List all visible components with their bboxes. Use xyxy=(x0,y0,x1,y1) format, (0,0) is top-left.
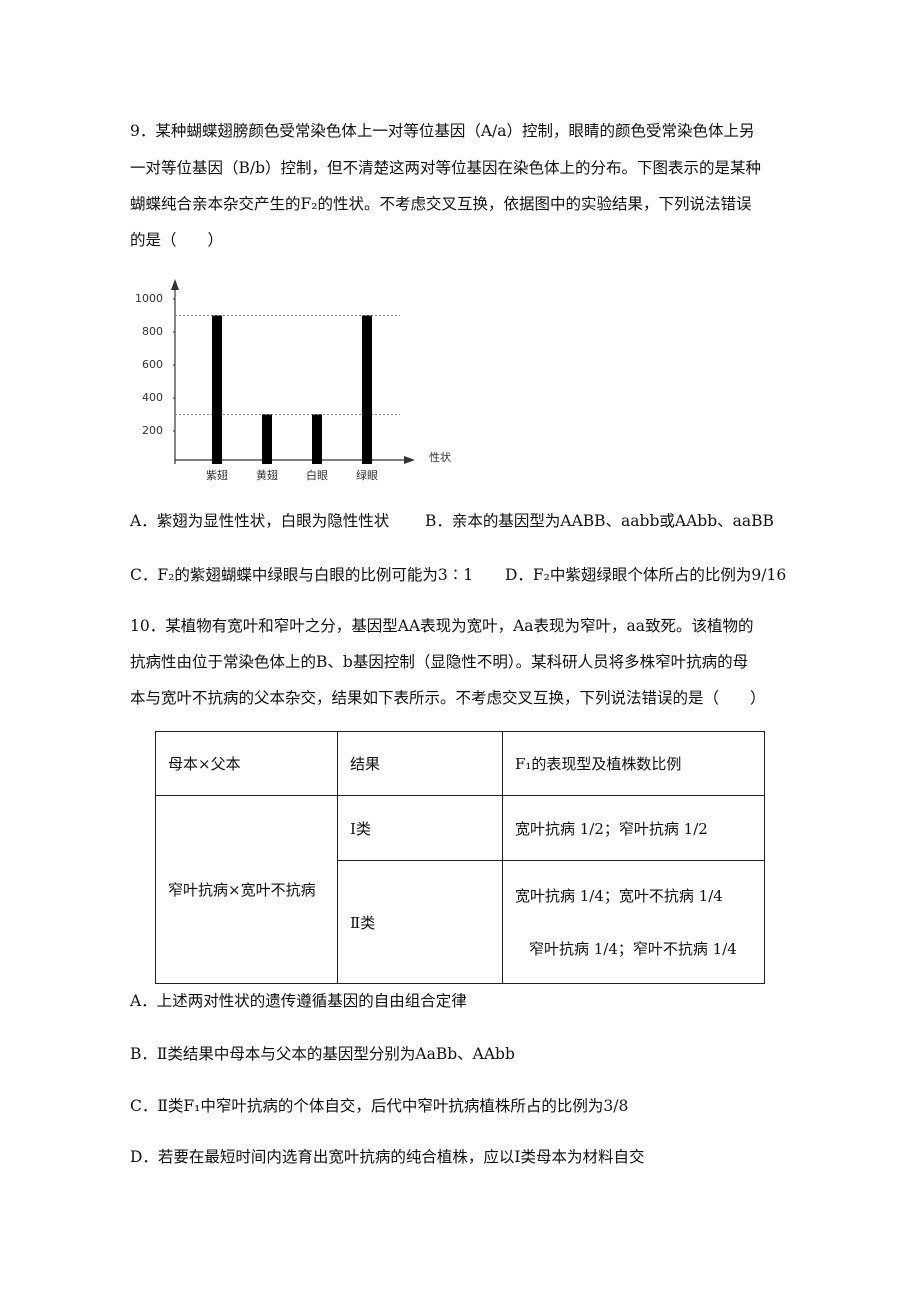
stem-line: 的是（ ） xyxy=(130,231,224,249)
option: A．紫翅为显性性状，白眼为隐性性状 xyxy=(130,512,390,530)
ratio: 窄叶抗病 1/4；窄叶不抗病 1/4 xyxy=(529,940,737,958)
x-axis-label: 性状 xyxy=(429,450,451,464)
ratio: 宽叶抗病 1/2；窄叶抗病 1/2 xyxy=(515,819,708,838)
header-cell: 结果 xyxy=(337,731,503,796)
bar xyxy=(262,414,272,464)
stem-line: 蝴蝶纯合亲本杂交产生的F₂的性状。不考虑交叉互换，依据图中的实验结果，下列说法错… xyxy=(130,195,752,213)
stem-line: 10．某植物有宽叶和窄叶之分，基因型AA表现为宽叶，Aa表现为窄叶，aa致死。该… xyxy=(130,617,754,635)
y-tick-label: 200 xyxy=(142,424,163,437)
y-arrow xyxy=(171,279,179,290)
option: B．Ⅱ类结果中母本与父本的基因型分别为AaBb、AAbb xyxy=(130,1045,515,1063)
ratio: 宽叶抗病 1/4；宽叶不抗病 1/4 xyxy=(515,887,723,905)
chart: 性状 200 400 600 800 1000 紫翅 黄翅 白眼 绿眼 xyxy=(135,279,451,482)
result-cell: Ⅱ类 xyxy=(337,860,503,984)
bar xyxy=(212,315,222,464)
result-table: 母本×父本 结果 F₁的表现型及植株数比例 窄叶抗病×宽叶不抗病 Ⅰ类 宽叶抗病… xyxy=(155,731,765,984)
y-tick-label: 1000 xyxy=(135,292,163,305)
ratio-cell: 宽叶抗病 1/2；窄叶抗病 1/2 xyxy=(502,795,765,861)
stem-line: 9．某种蝴蝶翅膀颜色受常染色体上一对等位基因（A/a）控制，眼睛的颜色受常染色体… xyxy=(130,122,755,140)
option: A．上述两对性状的遗传遵循基因的自由组合定律 xyxy=(130,992,467,1010)
ratio-cell: 宽叶抗病 1/4；宽叶不抗病 1/4 窄叶抗病 1/4；窄叶不抗病 1/4 xyxy=(502,860,765,984)
option: B．亲本的基因型为AABB、aabb或AAbb、aaBB xyxy=(425,512,774,530)
header-cell: F₁的表现型及植株数比例 xyxy=(502,731,765,796)
x-tick-label: 白眼 xyxy=(306,468,328,482)
option: D．F₂中紫翅绿眼个体所占的比例为9/16 xyxy=(505,566,787,584)
y-tick-label: 600 xyxy=(142,358,163,371)
y-tick-label: 400 xyxy=(142,391,163,404)
bar xyxy=(362,315,372,464)
x-tick-label: 黄翅 xyxy=(256,468,278,482)
stem-line: 一对等位基因（B/b）控制，但不清楚这两对等位基因在染色体上的分布。下图表示的是… xyxy=(130,159,762,177)
result-cell: Ⅰ类 xyxy=(337,795,503,861)
x-tick-label: 紫翅 xyxy=(206,468,228,482)
option: C．F₂的紫翅蝴蝶中绿眼与白眼的比例可能为3∶1 xyxy=(130,566,474,584)
x-arrow xyxy=(404,456,415,464)
cross-cell: 窄叶抗病×宽叶不抗病 xyxy=(155,795,338,984)
option: D．若要在最短时间内选育出宽叶抗病的纯合植株，应以Ⅰ类母本为材料自交 xyxy=(130,1148,645,1166)
x-tick-label: 绿眼 xyxy=(356,468,378,482)
y-tick-label: 800 xyxy=(142,325,163,338)
header-cell: 母本×父本 xyxy=(155,731,338,796)
stem-line: 本与宽叶不抗病的父本杂交，结果如下表所示。不考虑交叉互换，下列说法错误的是（ ） xyxy=(130,689,766,707)
bar xyxy=(312,414,322,464)
stem-line: 抗病性由位于常染色体上的B、b基因控制（显隐性不明）。某科研人员将多株窄叶抗病的… xyxy=(130,653,749,671)
option: C．Ⅱ类F₁中窄叶抗病的个体自交，后代中窄叶抗病植株所占的比例为3/8 xyxy=(130,1097,629,1115)
